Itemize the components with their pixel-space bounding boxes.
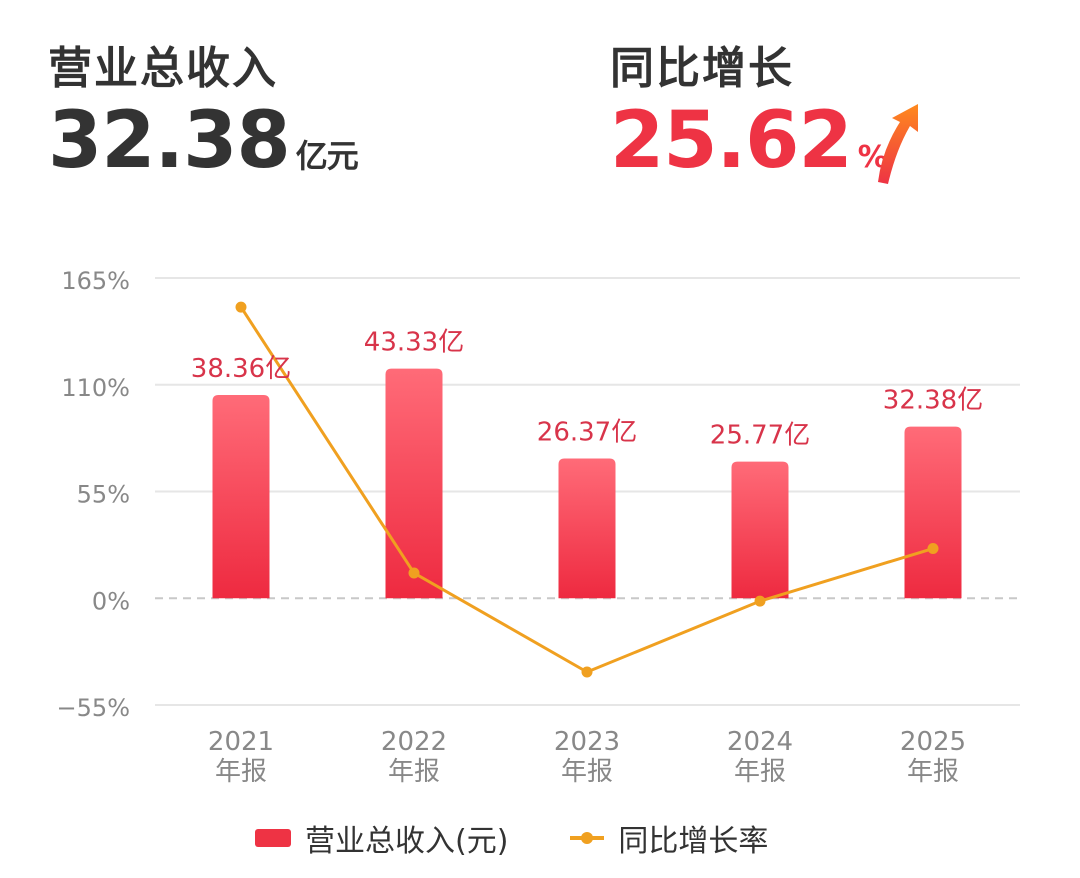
bar-value-label: 32.38亿	[883, 386, 983, 416]
growth-kpi: 同比增长 25.62%	[610, 32, 918, 186]
x-tick-label: 年报	[561, 757, 613, 787]
revenue-kpi: 营业总收入 32.38 亿元	[48, 32, 359, 186]
revenue-bar	[212, 394, 270, 599]
x-tick-label: 年报	[388, 757, 440, 787]
grid-layer: 165% 110% 55% 0% −55%	[57, 267, 1020, 722]
revenue-kpi-label: 营业总收入	[48, 43, 278, 94]
bar-value-label: 25.77亿	[710, 421, 810, 451]
revenue-bar	[385, 368, 443, 599]
x-tick-label: 2021	[208, 727, 274, 757]
legend-line-swatch	[570, 832, 605, 844]
growth-kpi-label: 同比增长	[610, 43, 794, 94]
growth-point	[581, 666, 593, 678]
line-layer	[235, 301, 939, 678]
revenue-growth-chart: 165%110%55%0%−55% 2021年报2022年报2023年报2024…	[57, 267, 1020, 787]
legend-item-growth: 同比增长率	[570, 816, 768, 860]
y-tick-label: 0%	[92, 587, 130, 615]
revenue-bar	[731, 461, 789, 599]
labels-layer: 2021年报2022年报2023年报2024年报2025年报38.36亿43.3…	[191, 328, 983, 787]
growth-point	[754, 595, 766, 607]
y-tick-label: 110%	[61, 374, 130, 402]
x-tick-label: 2023	[554, 727, 620, 757]
revenue-kpi-value: 32.38	[48, 96, 291, 186]
x-tick-label: 年报	[907, 757, 959, 787]
revenue-kpi-value-row: 32.38 亿元	[48, 96, 359, 186]
legend-revenue-label: 营业总收入(元)	[305, 824, 509, 859]
chart-legend: 营业总收入(元) 同比增长率	[255, 816, 830, 860]
y-tick-label: 165%	[61, 267, 130, 295]
bars-layer	[212, 368, 962, 599]
revenue-kpi-unit: 亿元	[295, 137, 359, 175]
x-tick-label: 2024	[727, 727, 793, 757]
x-tick-label: 年报	[215, 757, 267, 787]
x-tick-label: 2025	[900, 727, 966, 757]
y-tick-label: −55%	[57, 694, 130, 722]
legend-item-revenue: 营业总收入(元)	[255, 816, 508, 860]
x-tick-label: 年报	[734, 757, 786, 787]
bar-value-label: 26.37亿	[537, 417, 637, 447]
growth-point	[927, 543, 939, 555]
legend-growth-label: 同比增长率	[618, 824, 769, 859]
up-arrow-icon	[878, 104, 918, 184]
y-tick-label: 55%	[77, 481, 130, 509]
growth-kpi-value: 25.62	[610, 96, 853, 186]
x-tick-label: 2022	[381, 727, 447, 757]
bar-value-label: 38.36亿	[191, 354, 291, 384]
revenue-bar	[904, 426, 962, 599]
legend-bar-swatch	[255, 829, 291, 847]
bar-value-label: 43.33亿	[364, 328, 464, 358]
growth-kpi-value-row: 25.62%	[610, 96, 888, 186]
growth-point	[235, 301, 247, 313]
revenue-bar	[558, 458, 616, 599]
growth-point	[408, 567, 420, 579]
